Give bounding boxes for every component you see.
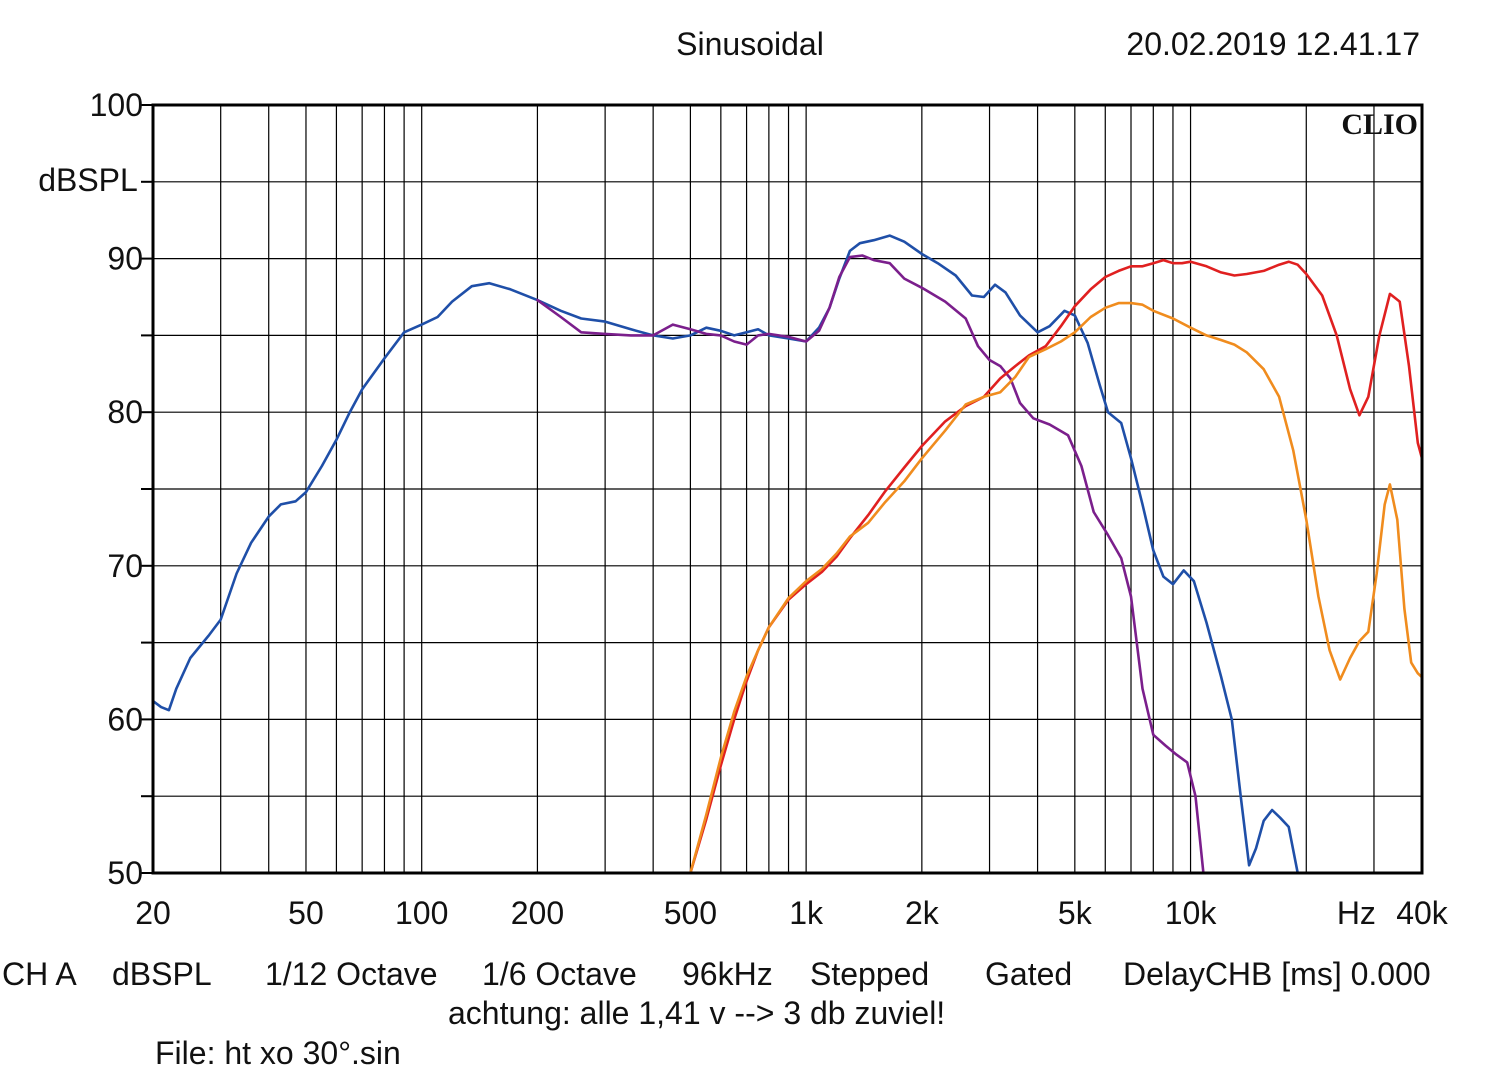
- x-axis-unit-label: Hz: [1337, 895, 1376, 931]
- plot-frame: [151, 103, 1424, 875]
- y-tick-label: 70: [107, 548, 143, 584]
- footer-gating: Gated: [985, 956, 1073, 992]
- series-curve-blue: [153, 234, 1299, 873]
- x-tick-label: 200: [511, 895, 564, 931]
- chart-title: Sinusoidal: [676, 26, 824, 62]
- x-tick-label: 2k: [905, 895, 940, 931]
- footer-unit: dBSPL: [112, 956, 212, 992]
- y-tick-label: 60: [107, 701, 143, 737]
- footer-sample-rate: 96kHz: [682, 956, 773, 992]
- series-curve-orange: [689, 301, 1422, 873]
- x-tick-label: 500: [664, 895, 717, 931]
- footer-file: File: ht xo 30°.sin: [155, 1035, 401, 1071]
- footer-note: achtung: alle 1,41 v --> 3 db zuviel!: [448, 995, 946, 1031]
- x-tick-label: 1k: [789, 895, 824, 931]
- grid-lines: [153, 105, 1422, 873]
- series-curve-purple: [536, 254, 1205, 873]
- clio-logo: CLIO: [1341, 108, 1418, 141]
- chart-timestamp: 20.02.2019 12.41.17: [1126, 26, 1420, 62]
- y-axis-unit-label: dBSPL: [38, 162, 138, 198]
- y-tick-label: 80: [107, 394, 143, 430]
- footer-smoothing: 1/12 Octave: [265, 956, 438, 992]
- y-tick-label: 100: [90, 87, 143, 123]
- series-curves: [153, 234, 1422, 873]
- y-tick-labels: 100 90 80 70 60 50: [90, 87, 153, 891]
- x-tick-label: 5k: [1058, 895, 1093, 931]
- footer-channel: CH A: [2, 956, 77, 992]
- x-tick-labels: 20 50 100 200 500 1k 2k 5k 10k 40k Hz: [135, 895, 1449, 931]
- footer-resolution: 1/6 Octave: [482, 956, 637, 992]
- x-tick-label: 20: [135, 895, 171, 931]
- series-curve-red: [689, 258, 1422, 873]
- x-tick-label: 40k: [1396, 895, 1449, 931]
- footer-mode: Stepped: [810, 956, 930, 992]
- y-tick-label: 50: [107, 855, 143, 891]
- x-tick-label: 100: [395, 895, 448, 931]
- x-tick-label: 50: [288, 895, 324, 931]
- footer-delay: DelayCHB [ms] 0.000: [1123, 956, 1431, 992]
- y-tick-label: 90: [107, 241, 143, 277]
- x-tick-label: 10k: [1165, 895, 1218, 931]
- frequency-response-chart: 100 90 80 70 60 50 20 50 100 200 500 1k 2k 5k 10k 40k H…: [38, 26, 1449, 931]
